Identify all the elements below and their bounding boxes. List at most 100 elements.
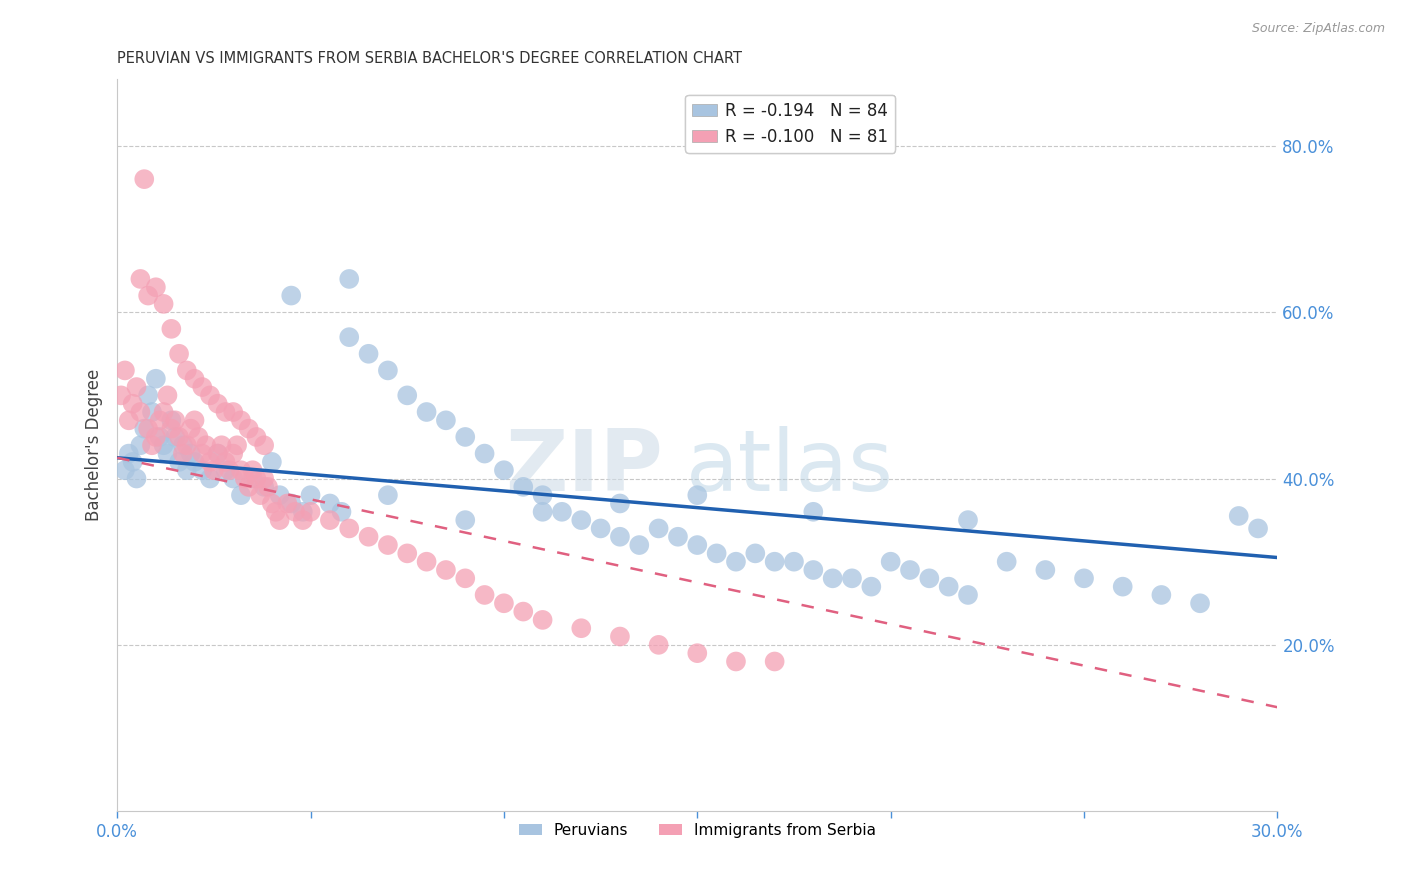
Point <box>377 363 399 377</box>
Point <box>280 288 302 302</box>
Point <box>214 463 236 477</box>
Point <box>134 172 156 186</box>
Point <box>191 380 214 394</box>
Point <box>229 463 252 477</box>
Point <box>233 471 256 485</box>
Point <box>589 521 612 535</box>
Point <box>763 555 786 569</box>
Text: Source: ZipAtlas.com: Source: ZipAtlas.com <box>1251 22 1385 36</box>
Point <box>801 563 824 577</box>
Point <box>118 446 141 460</box>
Point <box>136 288 159 302</box>
Point <box>222 471 245 485</box>
Point <box>531 505 554 519</box>
Point <box>160 322 183 336</box>
Point <box>167 347 190 361</box>
Point <box>569 513 592 527</box>
Point <box>763 655 786 669</box>
Point <box>134 422 156 436</box>
Point <box>214 405 236 419</box>
Point <box>609 530 631 544</box>
Point <box>110 388 132 402</box>
Point <box>249 488 271 502</box>
Point <box>114 463 136 477</box>
Point <box>245 430 267 444</box>
Point <box>211 438 233 452</box>
Point <box>1033 563 1056 577</box>
Point <box>114 363 136 377</box>
Point <box>141 405 163 419</box>
Point <box>145 430 167 444</box>
Point <box>198 455 221 469</box>
Point <box>357 347 380 361</box>
Point <box>202 463 225 477</box>
Point <box>337 521 360 535</box>
Point <box>434 413 457 427</box>
Point <box>198 471 221 485</box>
Point <box>269 513 291 527</box>
Point <box>783 555 806 569</box>
Text: PERUVIAN VS IMMIGRANTS FROM SERBIA BACHELOR'S DEGREE CORRELATION CHART: PERUVIAN VS IMMIGRANTS FROM SERBIA BACHE… <box>117 51 742 66</box>
Point <box>609 496 631 510</box>
Point <box>229 488 252 502</box>
Point <box>454 430 477 444</box>
Point <box>129 438 152 452</box>
Point <box>180 446 202 460</box>
Point <box>125 380 148 394</box>
Point <box>245 471 267 485</box>
Point <box>156 446 179 460</box>
Point <box>238 422 260 436</box>
Point <box>724 655 747 669</box>
Point <box>167 430 190 444</box>
Point <box>149 430 172 444</box>
Point <box>218 463 240 477</box>
Point <box>191 463 214 477</box>
Point <box>666 530 689 544</box>
Point <box>1073 571 1095 585</box>
Point <box>1150 588 1173 602</box>
Point <box>512 480 534 494</box>
Point <box>492 596 515 610</box>
Point <box>242 463 264 477</box>
Point <box>257 480 280 494</box>
Point <box>319 496 342 510</box>
Point <box>492 463 515 477</box>
Point <box>229 413 252 427</box>
Point <box>260 455 283 469</box>
Point <box>377 488 399 502</box>
Point <box>1112 580 1135 594</box>
Legend: Peruvians, Immigrants from Serbia: Peruvians, Immigrants from Serbia <box>513 816 882 844</box>
Point <box>918 571 941 585</box>
Point <box>706 546 728 560</box>
Point <box>183 372 205 386</box>
Point <box>1189 596 1212 610</box>
Point <box>160 422 183 436</box>
Point <box>551 505 574 519</box>
Point <box>145 372 167 386</box>
Point <box>337 272 360 286</box>
Point <box>801 505 824 519</box>
Point <box>176 463 198 477</box>
Point <box>860 580 883 594</box>
Point <box>195 438 218 452</box>
Point <box>145 280 167 294</box>
Point <box>136 388 159 402</box>
Point <box>512 605 534 619</box>
Point <box>222 405 245 419</box>
Point <box>152 297 174 311</box>
Point <box>454 513 477 527</box>
Point <box>152 438 174 452</box>
Point <box>454 571 477 585</box>
Point <box>569 621 592 635</box>
Point <box>149 413 172 427</box>
Point <box>187 430 209 444</box>
Point <box>176 438 198 452</box>
Point <box>160 413 183 427</box>
Point <box>260 496 283 510</box>
Point <box>183 413 205 427</box>
Point <box>191 446 214 460</box>
Point <box>156 388 179 402</box>
Point <box>744 546 766 560</box>
Point <box>129 272 152 286</box>
Point <box>253 480 276 494</box>
